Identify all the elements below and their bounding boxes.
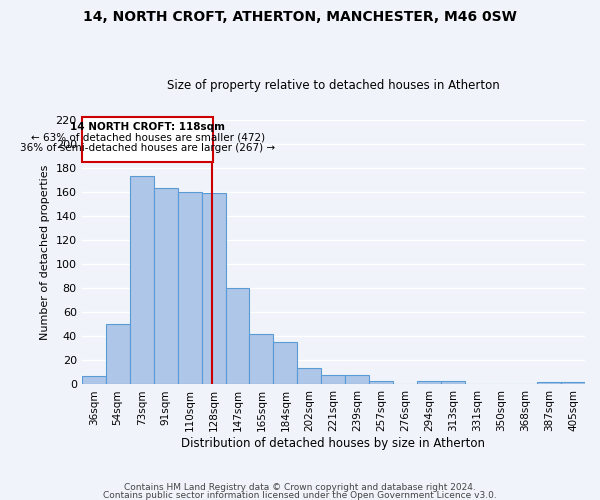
Bar — [106, 324, 130, 384]
Y-axis label: Number of detached properties: Number of detached properties — [40, 164, 50, 340]
Bar — [250, 334, 274, 384]
Text: ← 63% of detached houses are smaller (472): ← 63% of detached houses are smaller (47… — [31, 132, 265, 142]
Bar — [322, 375, 346, 384]
Bar — [537, 382, 561, 384]
Bar — [274, 342, 298, 384]
Bar — [417, 381, 441, 384]
Text: 36% of semi-detached houses are larger (267) →: 36% of semi-detached houses are larger (… — [20, 144, 275, 154]
Bar — [130, 176, 154, 384]
Bar — [346, 375, 370, 384]
Text: 14, NORTH CROFT, ATHERTON, MANCHESTER, M46 0SW: 14, NORTH CROFT, ATHERTON, MANCHESTER, M… — [83, 10, 517, 24]
Bar — [82, 376, 106, 384]
Bar — [226, 288, 250, 384]
Bar — [441, 381, 465, 384]
Bar — [298, 368, 322, 384]
Bar — [178, 192, 202, 384]
Text: Contains HM Land Registry data © Crown copyright and database right 2024.: Contains HM Land Registry data © Crown c… — [124, 484, 476, 492]
Text: Contains public sector information licensed under the Open Government Licence v3: Contains public sector information licen… — [103, 490, 497, 500]
FancyBboxPatch shape — [82, 117, 214, 162]
Title: Size of property relative to detached houses in Atherton: Size of property relative to detached ho… — [167, 79, 500, 92]
Bar — [561, 382, 585, 384]
Bar — [154, 188, 178, 384]
Bar — [202, 193, 226, 384]
Bar — [370, 381, 393, 384]
X-axis label: Distribution of detached houses by size in Atherton: Distribution of detached houses by size … — [181, 437, 485, 450]
Text: 14 NORTH CROFT: 118sqm: 14 NORTH CROFT: 118sqm — [70, 122, 225, 132]
